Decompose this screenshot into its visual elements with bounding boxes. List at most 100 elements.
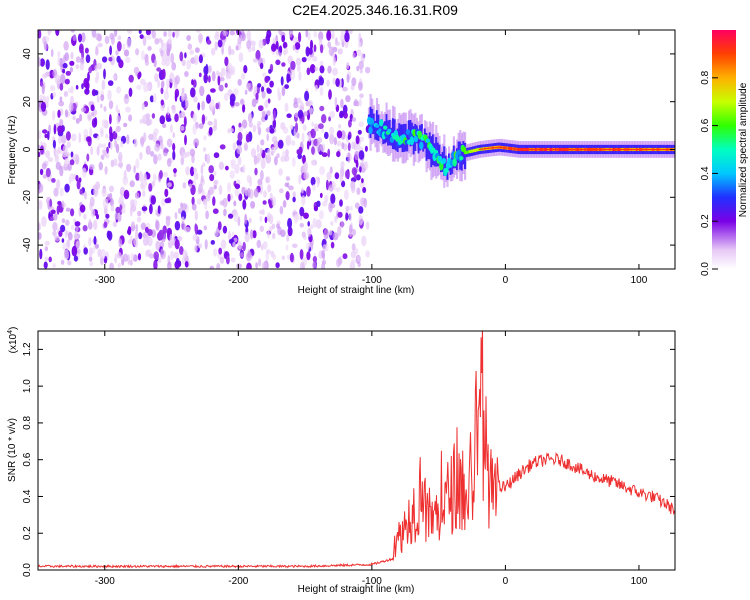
noise-speck: [161, 59, 167, 66]
noise-speck: [154, 73, 159, 82]
noise-speck: [167, 182, 172, 188]
colorbar-tick-label: 0.6: [700, 118, 711, 132]
noise-speck: [242, 199, 247, 210]
noise-speck: [38, 200, 41, 210]
noise-speck: [275, 262, 280, 269]
noise-speck: [294, 42, 301, 50]
noise-speck: [330, 193, 336, 205]
noise-speck: [198, 123, 204, 129]
noise-speck: [133, 237, 138, 247]
noise-speck: [327, 41, 332, 48]
noise-speck: [76, 179, 81, 190]
signal-band: [462, 141, 465, 165]
noise-speck: [305, 30, 309, 38]
noise-speck: [279, 188, 284, 194]
noise-speck: [304, 90, 310, 102]
noise-speck: [289, 252, 294, 263]
noise-speck: [330, 221, 334, 226]
noise-speck: [364, 66, 371, 74]
signal-band: [374, 120, 377, 140]
noise-speck: [234, 188, 240, 197]
noise-speck: [351, 77, 357, 87]
noise-speck: [241, 186, 246, 195]
noise-speck: [158, 229, 164, 241]
noise-speck: [244, 213, 248, 225]
noise-speck: [242, 241, 246, 252]
noise-speck: [295, 122, 298, 133]
noise-speck: [96, 135, 100, 141]
noise-speck: [160, 49, 164, 57]
noise-speck: [233, 200, 237, 207]
noise-speck: [285, 191, 290, 201]
noise-speck: [73, 218, 76, 223]
noise-speck: [116, 135, 122, 141]
noise-speck: [349, 212, 352, 222]
noise-speck: [327, 148, 331, 158]
noise-speck: [115, 49, 119, 56]
noise-speck: [299, 223, 304, 228]
noise-speck: [180, 91, 185, 102]
noise-speck: [233, 211, 239, 223]
snr-background: [38, 331, 675, 570]
noise-speck: [115, 128, 118, 134]
noise-speck: [271, 196, 277, 207]
noise-speck: [103, 221, 108, 228]
noise-speck: [335, 41, 340, 46]
noise-speck: [112, 221, 118, 228]
noise-speck: [258, 258, 262, 267]
noise-speck: [315, 219, 322, 229]
snr-frame: [37, 330, 676, 571]
noise-speck: [228, 231, 231, 241]
noise-speck: [249, 176, 253, 187]
noise-speck: [240, 98, 245, 105]
noise-speck: [243, 65, 248, 74]
noise-speck: [139, 34, 144, 39]
noise-speck: [59, 73, 66, 85]
noise-speck: [69, 60, 75, 66]
noise-speck: [166, 158, 172, 167]
noise-speck: [174, 113, 179, 123]
noise-speck: [358, 215, 364, 226]
noise-speck: [64, 42, 69, 51]
noise-speck: [273, 110, 276, 121]
noise-speck: [359, 68, 363, 74]
noise-speck: [57, 56, 61, 66]
noise-speck: [41, 216, 47, 227]
noise-speck: [349, 224, 353, 234]
noise-speck: [52, 92, 56, 98]
noise-speck: [135, 48, 140, 56]
noise-speck: [51, 178, 56, 183]
noise-speck: [278, 30, 283, 35]
noise-speck: [127, 226, 132, 236]
noise-speck: [312, 261, 317, 269]
noise-speck: [69, 66, 73, 73]
noise-speck: [95, 243, 99, 249]
noise-speck: [351, 184, 356, 194]
noise-speck: [258, 105, 264, 112]
noise-speck: [202, 162, 206, 168]
noise-speck: [117, 162, 124, 168]
noise-speck: [253, 85, 258, 92]
noise-speck: [265, 176, 269, 184]
noise-speck: [62, 62, 68, 69]
noise-speck: [328, 46, 335, 57]
noise-speck: [308, 134, 312, 141]
noise-speck: [280, 229, 286, 238]
noise-speck: [91, 30, 97, 38]
noise-speck: [345, 212, 349, 221]
noise-speck: [298, 71, 302, 81]
noise-speck: [134, 192, 140, 199]
noise-speck: [64, 52, 69, 61]
noise-speck: [234, 183, 241, 190]
noise-speck: [55, 161, 62, 171]
noise-speck: [218, 247, 223, 255]
noise-speck: [321, 128, 325, 133]
y-tick-label: 20: [22, 96, 33, 108]
noise-speck: [341, 180, 346, 188]
noise-speck: [211, 47, 216, 56]
noise-speck: [244, 89, 248, 95]
noise-speck: [122, 253, 129, 262]
noise-speck: [198, 54, 203, 64]
noise-speck: [192, 124, 197, 135]
noise-speck: [157, 153, 162, 161]
